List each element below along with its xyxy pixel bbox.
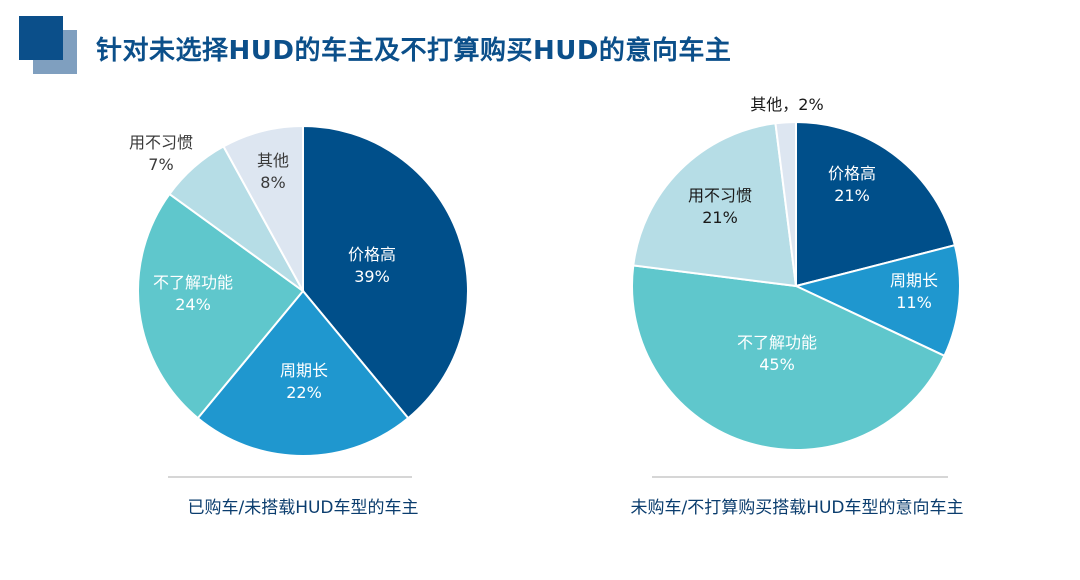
pie-chart-2: 价格高 21% 周期长 11% 不了解功能 45% 用不习惯 21% 其他，2% [630,95,962,451]
slice-label-2-5: 其他，2% [750,95,823,114]
chart-2-divider [652,476,948,478]
slice-value-label-2-2: 11% [896,293,932,312]
pie-slice-1-3 [137,192,305,420]
pie-slice-1-1 [302,124,469,420]
slice-category-label-2-1: 价格高 [828,164,876,183]
slice-category-label-1-4: 用不习惯 [129,133,193,152]
slice-category-label-2-3: 不了解功能 [737,333,817,352]
pie-slice-1-2 [196,289,410,457]
pie-slice-1-5 [222,124,304,292]
pie-slice-2-1 [795,120,957,288]
slice-value-label-2-1: 21% [834,186,870,205]
pie-slice-2-2 [793,243,962,358]
slice-value-label-1-5: 8% [260,173,285,192]
chart-2-caption: 未购车/不打算购买搭载HUD车型的意向车主 [630,498,964,518]
chart-1-divider [168,476,412,478]
page-title: 针对未选择HUD的车主及不打算购买HUD的意向车主 [96,36,732,66]
slice-category-label-1-2: 周期长 [280,361,328,380]
slice-value-label-1-1: 39% [354,267,390,286]
pie-slice-2-3 [630,264,946,451]
slice-value-label-1-4: 7% [148,155,173,174]
slice-category-label-1-1: 价格高 [348,245,396,264]
slice-value-label-1-3: 24% [175,295,211,314]
pie-slice-2-4 [632,122,798,288]
slice-category-label-2-2: 周期长 [890,271,938,290]
slice-value-label-1-2: 22% [286,383,322,402]
slice-value-label-2-3: 45% [759,355,795,374]
chart-1-caption: 已购车/未搭载HUD车型的车主 [187,498,419,518]
slice-category-label-1-5: 其他 [257,151,289,170]
slice-category-label-2-4: 用不习惯 [688,186,752,205]
pie-slice-2-5 [774,120,797,287]
title-logo-front-square [19,16,63,60]
slice-category-label-1-3: 不了解功能 [153,273,233,292]
pie-chart-1: 价格高 39% 周期长 22% 不了解功能 24% 用不习惯 7% 其他 8% [129,124,469,457]
slice-value-label-2-4: 21% [702,208,738,227]
